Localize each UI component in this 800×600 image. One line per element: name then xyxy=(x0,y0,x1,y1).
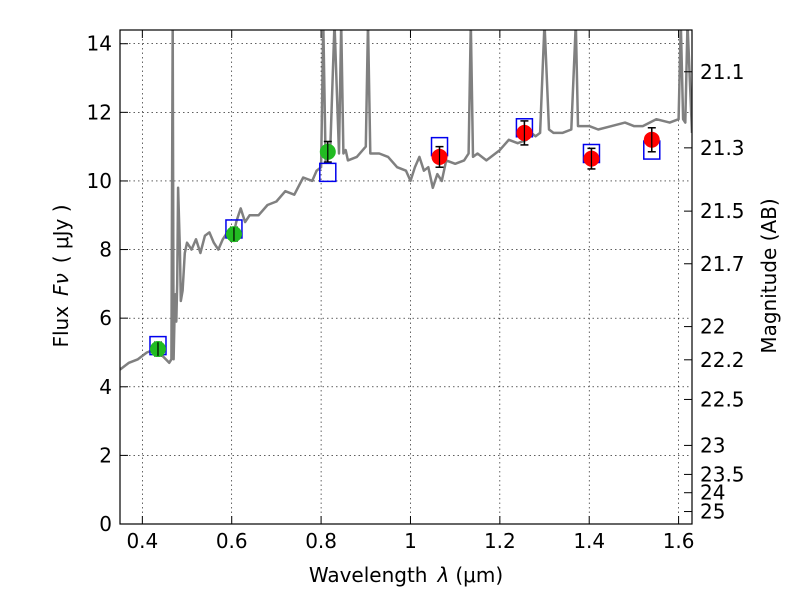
y-tick-label: 4 xyxy=(99,375,112,399)
y-tick-label: 10 xyxy=(87,169,112,193)
right-axis-tick-label: 24 xyxy=(700,481,725,505)
right-axis-label: Magnitude (AB) xyxy=(757,198,781,353)
right-axis-tick-label: 22.5 xyxy=(700,387,745,411)
x-tick-label: 1.6 xyxy=(663,529,695,553)
x-tick-label: 1.2 xyxy=(484,529,516,553)
observed-photometry-layer xyxy=(149,120,660,358)
model-photometry-box xyxy=(319,162,337,183)
y-tick-label: 2 xyxy=(99,443,112,467)
x-tick-label: 0.6 xyxy=(216,529,248,553)
right-axis-tick-label: 22.2 xyxy=(700,348,745,372)
y-axis-label: FluxFν( μJy ) xyxy=(49,204,73,347)
y-axis-ticks: 0 2 4 6 8 10 12 14 xyxy=(87,32,128,536)
right-axis-tick-label: 23.5 xyxy=(700,462,745,486)
right-axis-tick-label: 23 xyxy=(700,433,725,457)
right-axis-tick-label: 21.1 xyxy=(700,60,745,84)
grid-layer xyxy=(120,30,692,525)
x-axis-label: Wavelength λ (μm) xyxy=(309,563,503,587)
right-axis-tick-label: 25 xyxy=(700,500,725,524)
y-tick-label: 6 xyxy=(99,306,112,330)
right-axis-tick-label: 21.7 xyxy=(700,252,745,276)
y-tick-label: 14 xyxy=(87,32,112,56)
right-axis-tick-label: 21.3 xyxy=(700,136,745,160)
plot-frame xyxy=(119,29,693,525)
y-tick-label: 8 xyxy=(99,238,112,262)
x-tick-label: 1 xyxy=(404,529,417,553)
y-tick-label: 12 xyxy=(87,100,112,124)
model-spectrum-line xyxy=(120,30,692,371)
model-spectrum-layer xyxy=(120,30,692,371)
y-tick-label: 0 xyxy=(99,512,112,536)
x-tick-label: 0.8 xyxy=(305,529,337,553)
right-axis-tick-label: 22 xyxy=(700,315,725,339)
x-tick-label: 1.4 xyxy=(573,529,605,553)
x-axis-ticks: 0.4 0.6 0.8 1 1.2 1.4 1.6 xyxy=(126,30,695,553)
right-axis-tick-label: 21.5 xyxy=(700,199,745,223)
x-tick-label: 0.4 xyxy=(126,529,158,553)
axes-frame xyxy=(119,29,693,525)
